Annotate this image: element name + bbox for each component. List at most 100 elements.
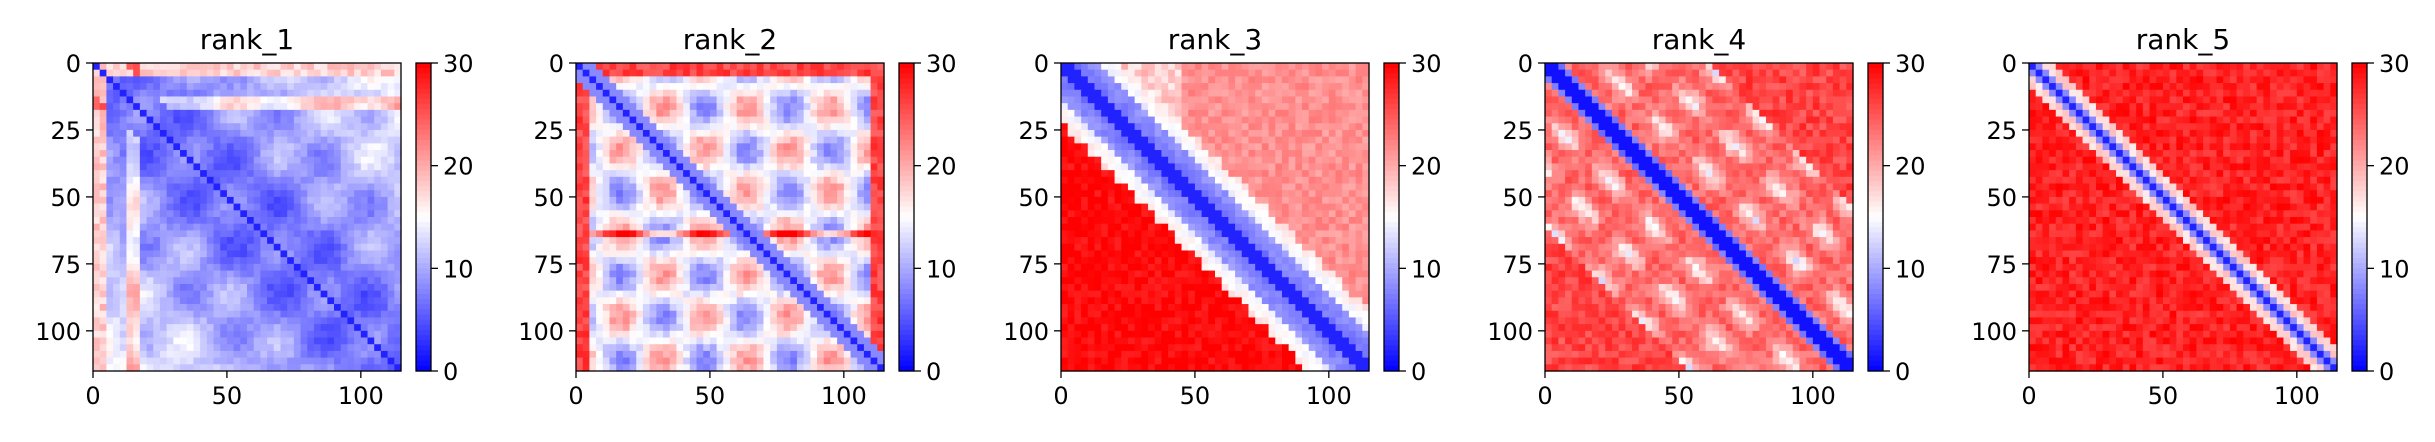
heatmap-cell <box>730 304 737 311</box>
heatmap-cell <box>220 250 227 257</box>
heatmap-cell <box>361 137 368 144</box>
colorbar-segment <box>416 268 431 274</box>
heatmap-cell <box>623 250 630 257</box>
heatmap-cell <box>254 90 261 97</box>
heatmap-cell <box>1128 137 1135 144</box>
heatmap-cell <box>630 237 637 244</box>
heatmap-cell <box>120 96 127 103</box>
heatmap-cell <box>100 331 107 338</box>
heatmap-cell <box>623 210 630 217</box>
heatmap-cell <box>790 317 797 324</box>
heatmap-cell <box>616 304 623 311</box>
heatmap-cell <box>757 351 764 358</box>
heatmap-cell <box>220 358 227 365</box>
heatmap-cell <box>214 358 221 365</box>
heatmap-cell <box>321 63 328 70</box>
heatmap-cell <box>374 210 381 217</box>
heatmap-cell <box>321 338 328 345</box>
heatmap-cell <box>630 83 637 90</box>
heatmap-cell <box>589 230 596 237</box>
colorbar-segment <box>899 217 914 223</box>
heatmap-cell <box>623 224 630 231</box>
heatmap-cell <box>851 157 858 164</box>
heatmap-cell <box>227 297 234 304</box>
heatmap-cell <box>643 70 650 77</box>
heatmap-cell <box>1115 117 1122 124</box>
heatmap-cell <box>857 304 864 311</box>
heatmap-cell <box>126 351 133 358</box>
heatmap-cell <box>227 311 234 318</box>
heatmap-cell <box>193 317 200 324</box>
heatmap-cell <box>361 63 368 70</box>
heatmap-cell <box>93 117 100 124</box>
heatmap-cell <box>280 143 287 150</box>
heatmap-cell <box>388 338 395 345</box>
heatmap-cell <box>777 331 784 338</box>
heatmap-cell <box>1322 90 1329 97</box>
colorbar-segment <box>899 176 914 182</box>
heatmap-cell <box>254 217 261 224</box>
heatmap-cell <box>140 63 147 70</box>
heatmap-cell <box>93 190 100 197</box>
heatmap-cell <box>650 110 657 117</box>
heatmap-cell <box>636 250 643 257</box>
heatmap-cell <box>623 197 630 204</box>
heatmap-cell <box>334 271 341 278</box>
heatmap-cell <box>1295 63 1302 70</box>
heatmap-cell <box>214 264 221 271</box>
heatmap-cell <box>797 83 804 90</box>
heatmap-cell <box>1295 117 1302 124</box>
heatmap-cell <box>381 324 388 331</box>
heatmap-cell <box>1235 96 1242 103</box>
heatmap-cell <box>180 297 187 304</box>
heatmap-cell <box>361 163 368 170</box>
heatmap-cell <box>797 103 804 110</box>
heatmap-cell <box>260 137 267 144</box>
heatmap-cell <box>267 63 274 70</box>
heatmap-cell <box>307 291 314 298</box>
heatmap-cell <box>126 83 133 90</box>
heatmap-cell <box>1108 90 1115 97</box>
heatmap-cell <box>220 338 227 345</box>
heatmap-cell <box>576 210 583 217</box>
heatmap-cell <box>1235 143 1242 150</box>
heatmap-cell <box>207 324 214 331</box>
heatmap-cell <box>113 177 120 184</box>
heatmap-cell <box>817 338 824 345</box>
heatmap-cell <box>603 170 610 177</box>
heatmap-cell <box>623 331 630 338</box>
heatmap-cell <box>153 70 160 77</box>
heatmap-cell <box>723 224 730 231</box>
heatmap-cell <box>603 137 610 144</box>
heatmap-cell <box>663 83 670 90</box>
heatmap-cell <box>120 210 127 217</box>
heatmap-cell <box>193 358 200 365</box>
colorbar-tick-label: 30 <box>926 50 957 78</box>
heatmap-cell <box>267 96 274 103</box>
heatmap-cell <box>341 224 348 231</box>
heatmap-cell <box>683 291 690 298</box>
heatmap-cell <box>187 331 194 338</box>
heatmap-cell <box>147 110 154 117</box>
heatmap-cell <box>730 237 737 244</box>
heatmap-cell <box>650 244 657 251</box>
heatmap-cell <box>214 163 221 170</box>
heatmap-cell <box>663 338 670 345</box>
heatmap-cell <box>824 344 831 351</box>
heatmap-cell <box>133 130 140 137</box>
heatmap-cell <box>1168 103 1175 110</box>
heatmap-cell <box>287 157 294 164</box>
heatmap-cell <box>260 110 267 117</box>
heatmap-cell <box>1068 123 1075 130</box>
heatmap-cell <box>93 331 100 338</box>
heatmap-cell <box>623 324 630 331</box>
heatmap-cell <box>743 96 750 103</box>
heatmap-cell <box>93 210 100 217</box>
heatmap-cell <box>670 117 677 124</box>
heatmap-cell <box>167 224 174 231</box>
heatmap-cell <box>790 324 797 331</box>
heatmap-cell <box>1148 117 1155 124</box>
heatmap-cell <box>743 83 750 90</box>
heatmap-cell <box>871 157 878 164</box>
heatmap-cell <box>583 177 590 184</box>
